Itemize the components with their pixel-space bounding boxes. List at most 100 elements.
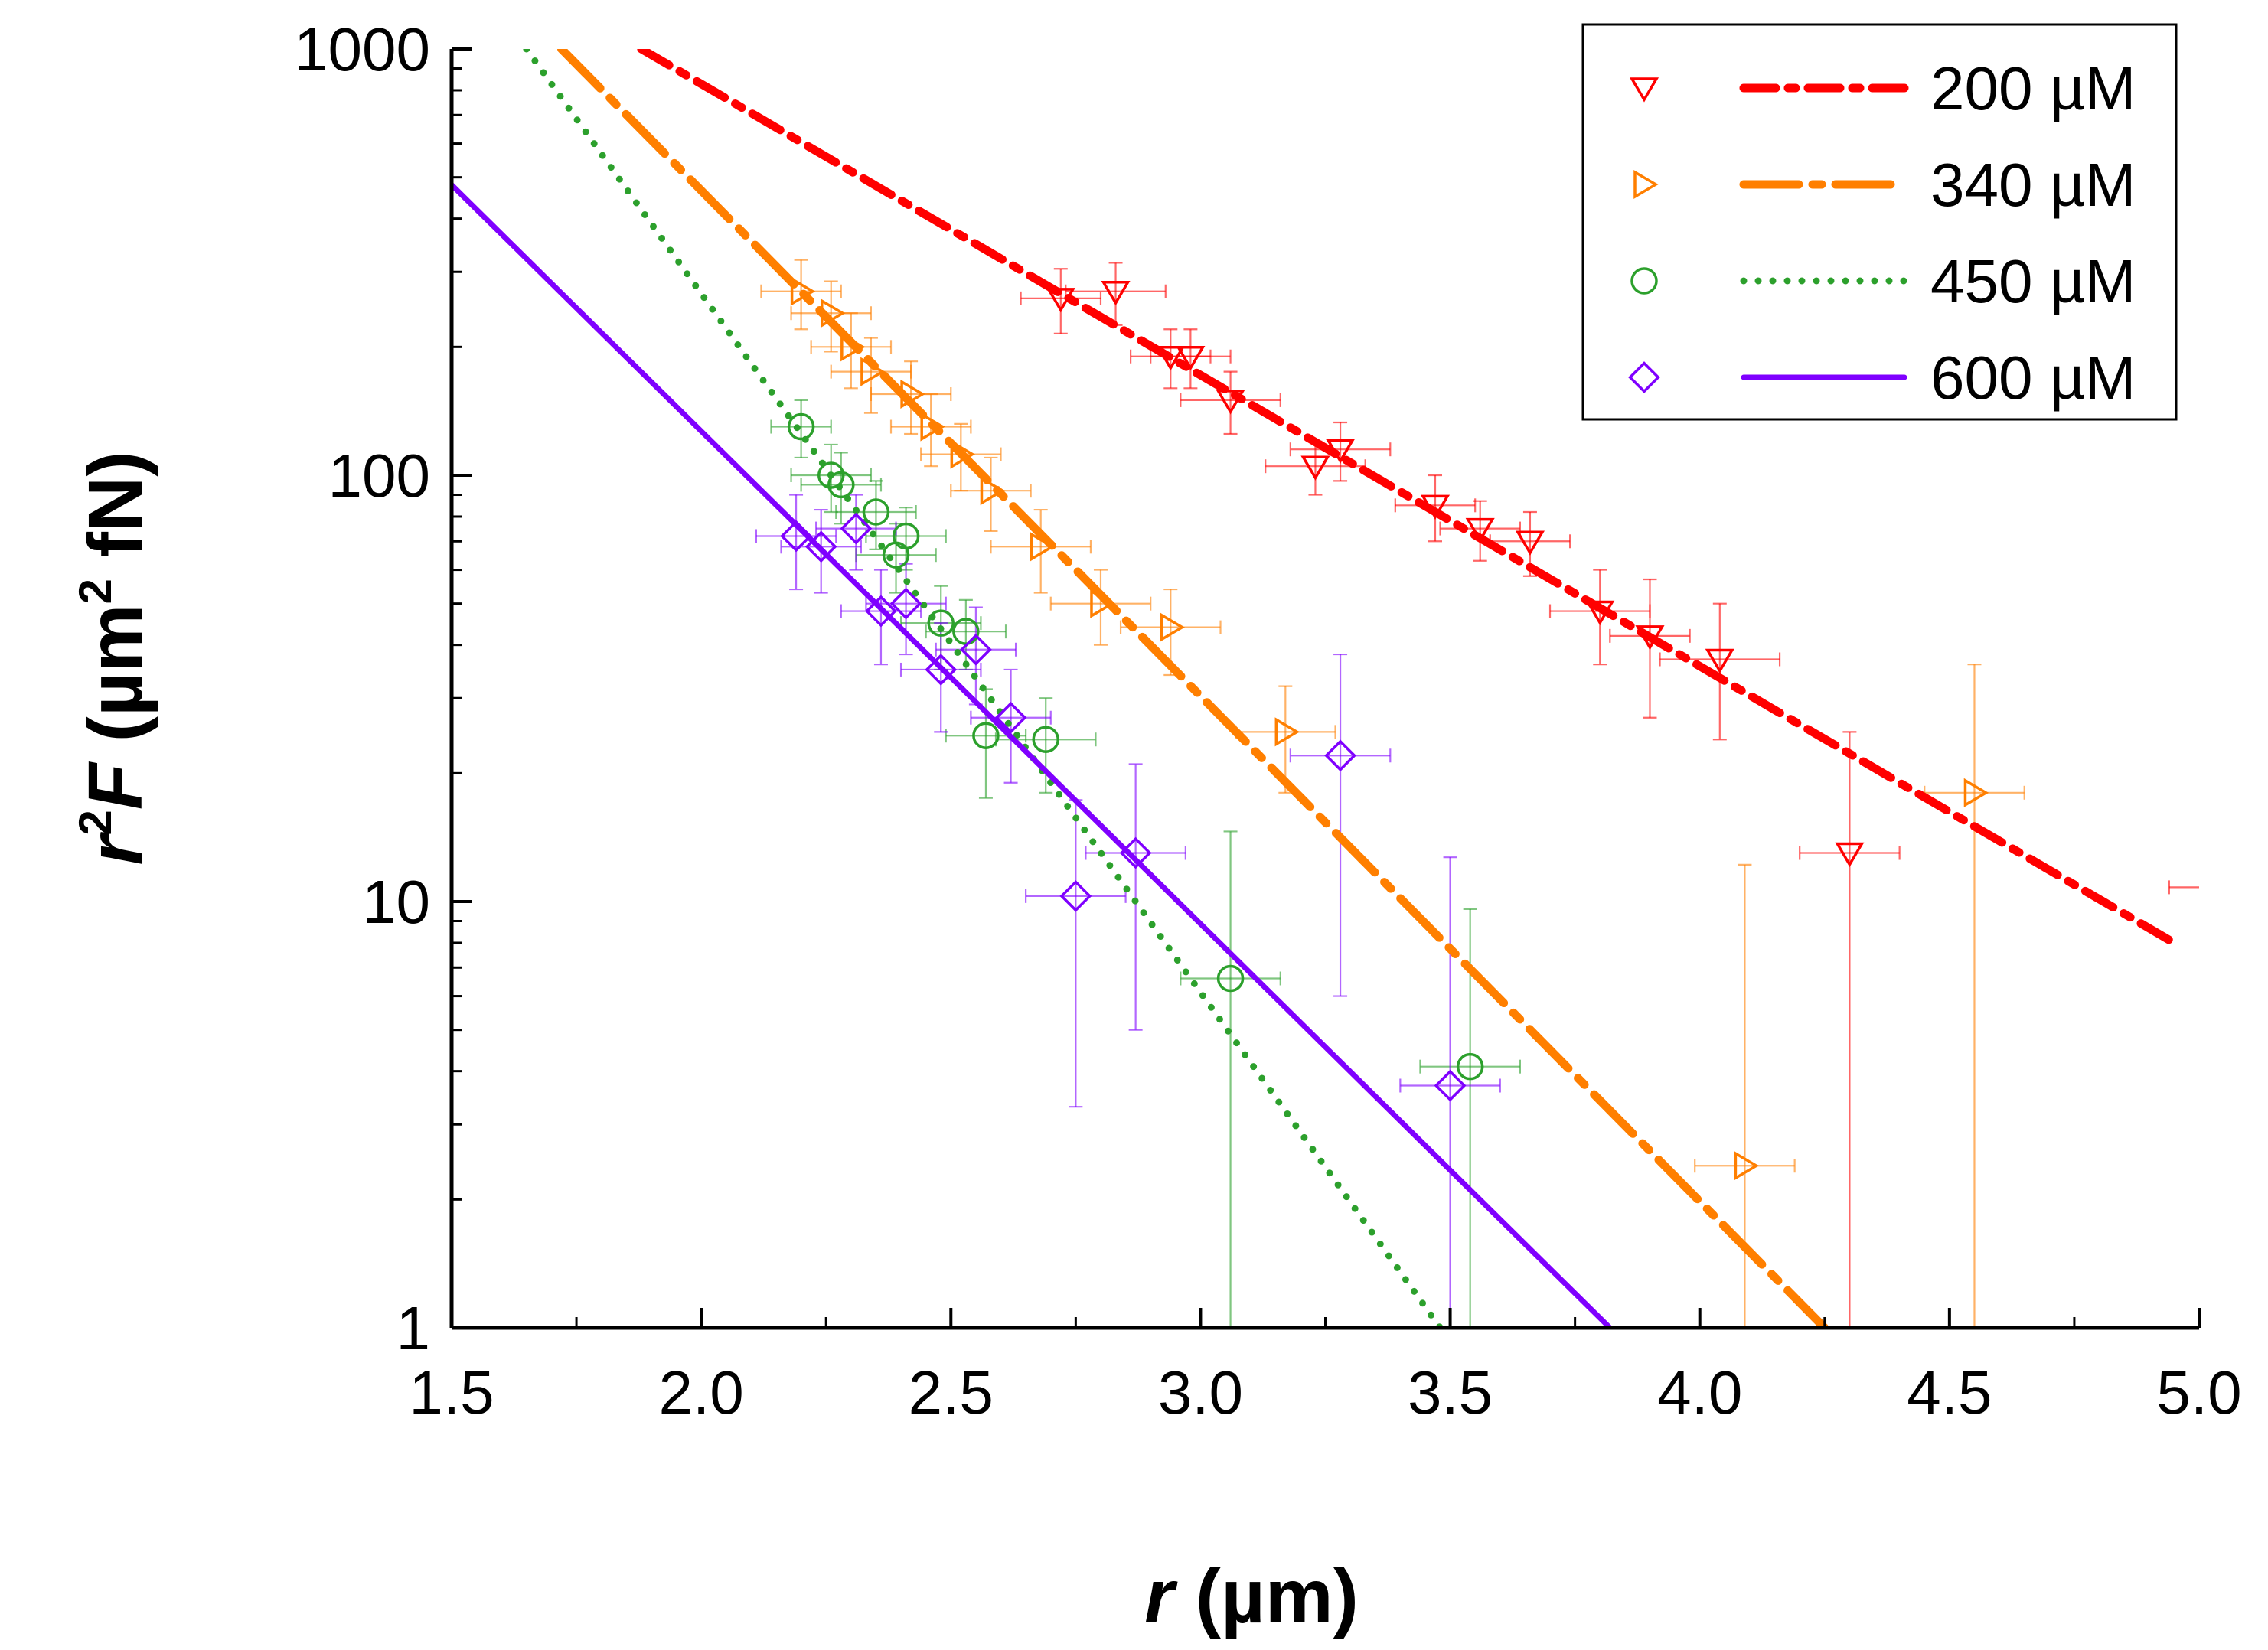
point-450-0 bbox=[787, 412, 815, 441]
error-bar-600-6 bbox=[935, 606, 1017, 706]
error-bar-450-3 bbox=[835, 480, 917, 550]
y-tick-label: 10 bbox=[362, 868, 430, 936]
error-bar-450-10 bbox=[1180, 830, 1281, 1328]
point-450-5 bbox=[892, 522, 920, 550]
legend-label-340: 340 µM bbox=[1930, 151, 2136, 219]
point-200-10 bbox=[1585, 600, 1615, 626]
error-bar-200-1 bbox=[1065, 262, 1167, 326]
legend-marker-450 bbox=[1630, 267, 1658, 295]
legend-item-600: 600 µM bbox=[1628, 344, 2136, 412]
error-bar-340-8 bbox=[990, 508, 1092, 594]
point-340-8 bbox=[1030, 532, 1056, 562]
axes: 1.5 2.0 2.5 3.0 3.5 4.0 4.5 5.0 1 10 100 1000 bbox=[294, 15, 2242, 1427]
legend-item-340: 340 µM bbox=[1633, 151, 2136, 219]
x-tick-label: 4.5 bbox=[1907, 1358, 1992, 1427]
point-600-6 bbox=[960, 633, 992, 666]
error-bar-450-0 bbox=[770, 399, 832, 459]
legend-marker-340 bbox=[1633, 169, 1659, 200]
y-tick-label: 1 bbox=[396, 1294, 431, 1362]
point-340-9 bbox=[1090, 589, 1115, 618]
point-200-9 bbox=[1515, 530, 1545, 556]
legend-item-200: 200 µM bbox=[1629, 54, 2136, 122]
point-600-1 bbox=[804, 530, 837, 563]
point-200-5 bbox=[1300, 455, 1330, 481]
point-340-4 bbox=[900, 379, 925, 409]
point-200-1 bbox=[1101, 280, 1131, 306]
point-600-0 bbox=[780, 520, 812, 553]
point-600-5 bbox=[925, 654, 958, 686]
point-340-6 bbox=[950, 439, 975, 469]
error-bar-200-14 bbox=[2168, 880, 2199, 895]
point-600-11 bbox=[1434, 1069, 1467, 1102]
point-340-12 bbox=[1734, 1151, 1760, 1181]
point-200-7 bbox=[1420, 494, 1451, 520]
point-450-11 bbox=[1456, 1052, 1484, 1081]
fit-line-340 bbox=[557, 49, 1829, 1328]
point-340-3 bbox=[860, 357, 886, 386]
x-tick-label: 2.5 bbox=[909, 1358, 994, 1427]
error-bar-200-0 bbox=[1020, 268, 1102, 334]
point-450-3 bbox=[862, 498, 890, 526]
point-340-7 bbox=[980, 476, 1006, 506]
error-bar-200-8 bbox=[1439, 500, 1521, 562]
error-bar-450-11 bbox=[1419, 908, 1521, 1328]
y-ticks: 1 10 100 1000 bbox=[294, 15, 472, 1362]
error-bar-600-11 bbox=[1399, 856, 1501, 1328]
legend-label-200: 200 µM bbox=[1930, 54, 2136, 122]
point-200-13 bbox=[1835, 842, 1865, 868]
y-tick-label: 100 bbox=[328, 442, 430, 510]
fit-line-600 bbox=[452, 182, 1613, 1328]
x-tick-label: 2.0 bbox=[659, 1358, 744, 1427]
error-bar-340-12 bbox=[1694, 863, 1796, 1328]
x-axis-title: r (µm) bbox=[1144, 1554, 1359, 1639]
point-200-2 bbox=[1156, 345, 1186, 371]
error-bar-340-7 bbox=[950, 456, 1032, 532]
y-tick-label: 1000 bbox=[294, 15, 430, 83]
x-tick-label: 3.0 bbox=[1158, 1358, 1243, 1427]
fit-line-200 bbox=[637, 49, 2178, 947]
legend-marker-600 bbox=[1628, 361, 1660, 393]
point-450-2 bbox=[827, 471, 855, 499]
fit-line-450 bbox=[523, 49, 1444, 1328]
point-450-8 bbox=[972, 722, 1000, 749]
error-bar-200-13 bbox=[1799, 731, 1901, 1328]
error-bar-600-10 bbox=[1289, 653, 1392, 997]
point-200-12 bbox=[1705, 648, 1734, 674]
x-tick-label: 3.5 bbox=[1408, 1358, 1493, 1427]
point-600-2 bbox=[840, 512, 873, 545]
legend-label-600: 600 µM bbox=[1930, 344, 2136, 412]
error-bar-600-8 bbox=[1025, 799, 1127, 1108]
point-600-7 bbox=[994, 701, 1027, 734]
error-bar-200-6 bbox=[1289, 421, 1392, 482]
point-600-9 bbox=[1119, 836, 1152, 869]
y-axis-title: r2F (µm2 fN) bbox=[70, 452, 158, 866]
point-200-4 bbox=[1216, 390, 1245, 415]
error-bar-340-9 bbox=[1049, 569, 1152, 646]
point-600-3 bbox=[865, 595, 897, 628]
point-340-11 bbox=[1274, 717, 1300, 747]
error-bar-200-10 bbox=[1548, 569, 1651, 666]
point-340-1 bbox=[820, 298, 846, 328]
error-bar-200-4 bbox=[1180, 370, 1281, 435]
point-200-3 bbox=[1176, 345, 1206, 371]
error-bar-600-7 bbox=[970, 668, 1052, 784]
point-340-2 bbox=[840, 332, 866, 362]
error-bar-340-13 bbox=[1924, 664, 2025, 1328]
point-450-9 bbox=[1032, 726, 1059, 753]
error-bars bbox=[755, 259, 2199, 1328]
x-tick-label: 1.5 bbox=[409, 1358, 494, 1427]
point-340-13 bbox=[1963, 778, 1989, 807]
point-450-6 bbox=[927, 609, 955, 637]
point-600-8 bbox=[1059, 879, 1092, 912]
data-points bbox=[780, 276, 1989, 1181]
error-bar-200-3 bbox=[1150, 328, 1232, 390]
point-340-10 bbox=[1160, 612, 1185, 642]
point-200-8 bbox=[1465, 517, 1495, 543]
legend-label-450: 450 µM bbox=[1930, 247, 2136, 315]
point-600-10 bbox=[1324, 739, 1356, 772]
legend: 200 µM 340 µM 450 µM 600 µM bbox=[1581, 23, 2178, 421]
point-600-4 bbox=[889, 587, 922, 620]
point-450-10 bbox=[1216, 964, 1245, 993]
x-tick-label: 5.0 bbox=[2156, 1358, 2241, 1427]
